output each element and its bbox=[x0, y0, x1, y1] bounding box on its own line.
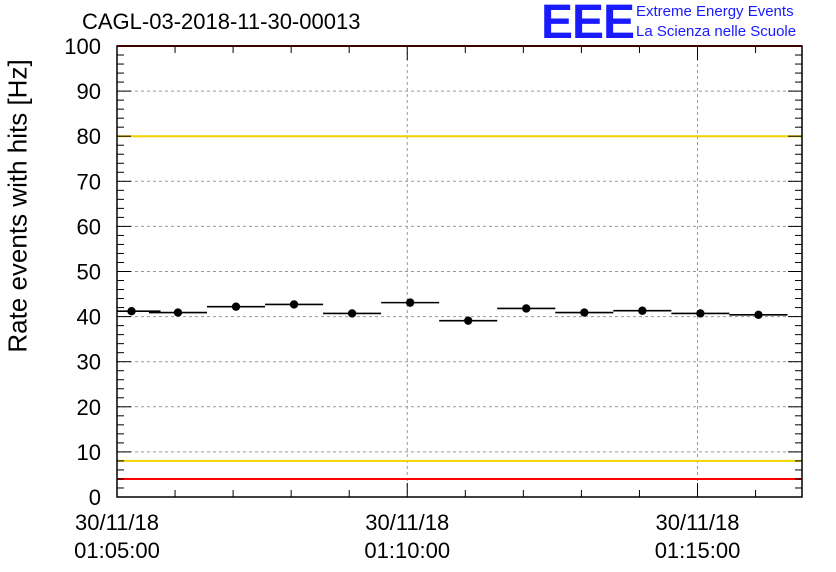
data-point bbox=[173, 308, 183, 317]
reference-lines bbox=[117, 45, 802, 480]
data-point bbox=[127, 306, 136, 316]
data-point bbox=[754, 310, 763, 319]
x-tick-date-label: 30/11/18 bbox=[75, 510, 159, 535]
run-title: CAGL-03-2018-11-30-00013 bbox=[82, 9, 361, 34]
logo-caption-line2: La Scienza nelle Scuole bbox=[636, 23, 797, 40]
data-point bbox=[638, 306, 647, 315]
data-point bbox=[696, 309, 705, 318]
y-tick-label: 20 bbox=[77, 395, 101, 420]
y-tick-label: 30 bbox=[77, 350, 101, 375]
data-point bbox=[405, 298, 415, 307]
y-tick-label: 100 bbox=[64, 34, 101, 59]
x-tick-time-label: 01:15:00 bbox=[655, 538, 741, 563]
axis-labels: 0 10 20 30 40 50 60 70 80 90 100 30/11/18 01:05:00 30… bbox=[64, 34, 740, 563]
y-tick-label: 0 bbox=[89, 485, 101, 510]
data-point bbox=[231, 302, 241, 311]
plot-frame bbox=[116, 45, 803, 498]
x-tick-date-label: 30/11/18 bbox=[656, 510, 740, 535]
x-tick-time-label: 01:10:00 bbox=[364, 538, 450, 563]
x-tick-date-label: 30/11/18 bbox=[365, 510, 449, 535]
y-tick-label: 10 bbox=[77, 440, 101, 465]
data-series bbox=[117, 298, 788, 325]
y-tick-label: 60 bbox=[77, 214, 101, 239]
y-axis-label: Rate events with hits [Hz] bbox=[2, 59, 33, 353]
y-tick-label: 90 bbox=[77, 79, 101, 104]
data-point bbox=[289, 300, 299, 309]
data-point bbox=[464, 316, 473, 325]
y-tick-label: 50 bbox=[77, 260, 101, 285]
logo-caption-line1: Extreme Energy Events bbox=[636, 3, 794, 20]
data-point bbox=[580, 308, 589, 317]
y-tick-label: 40 bbox=[77, 305, 101, 330]
y-tick-label: 70 bbox=[77, 169, 101, 194]
y-tick-label: 80 bbox=[77, 124, 101, 149]
eee-logo: EEE bbox=[541, 0, 635, 49]
data-point bbox=[522, 304, 531, 313]
grid bbox=[117, 46, 802, 497]
x-tick-time-label: 01:05:00 bbox=[74, 538, 160, 563]
data-point bbox=[347, 309, 357, 318]
